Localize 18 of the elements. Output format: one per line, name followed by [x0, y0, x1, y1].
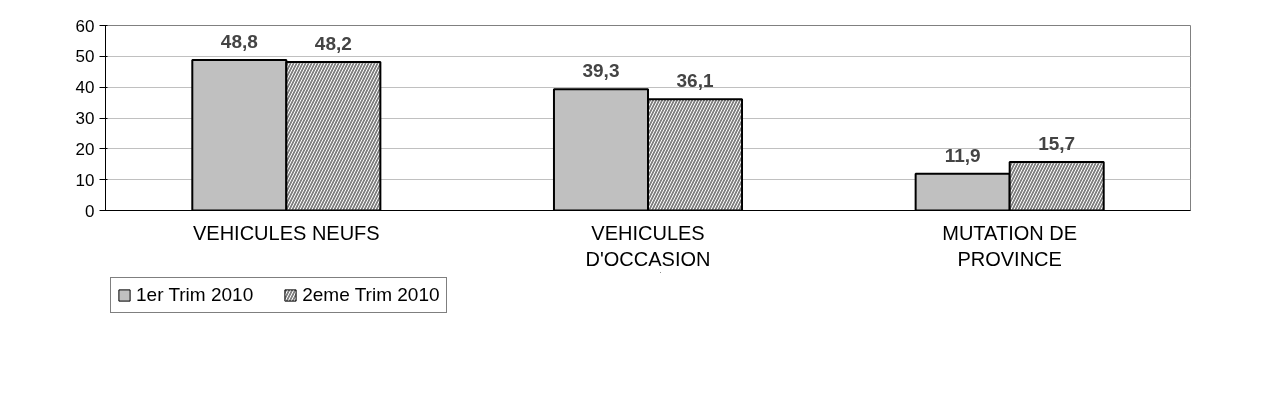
- y-tick-label: 30: [75, 109, 95, 128]
- data-label: 48,2: [314, 32, 352, 54]
- x-tick-label: VEHICULES D'OCCASION: [585, 221, 711, 270]
- data-label: 36,1: [676, 70, 714, 92]
- y-tick-label: 0: [85, 201, 95, 221]
- y-tick-label: 40: [75, 78, 95, 98]
- y-tick-label: 10: [75, 170, 95, 190]
- y-tick-label: 60: [75, 16, 95, 36]
- y-tick-label: 50: [75, 47, 95, 67]
- data-label: 11,9: [944, 144, 981, 166]
- legend-label: 2eme Trim 2010: [302, 284, 440, 306]
- data-label: 48,8: [220, 31, 258, 53]
- x-tick-label: MUTATION DE PROVINCE: [942, 221, 1078, 270]
- legend-label: 1er Trim 2010: [136, 284, 254, 306]
- data-label: 39,3: [582, 60, 620, 82]
- x-tick-label: VEHICULES NEUFS: [192, 221, 380, 244]
- data-label: 15,7: [1038, 133, 1076, 155]
- y-tick-label: 20: [75, 139, 95, 159]
